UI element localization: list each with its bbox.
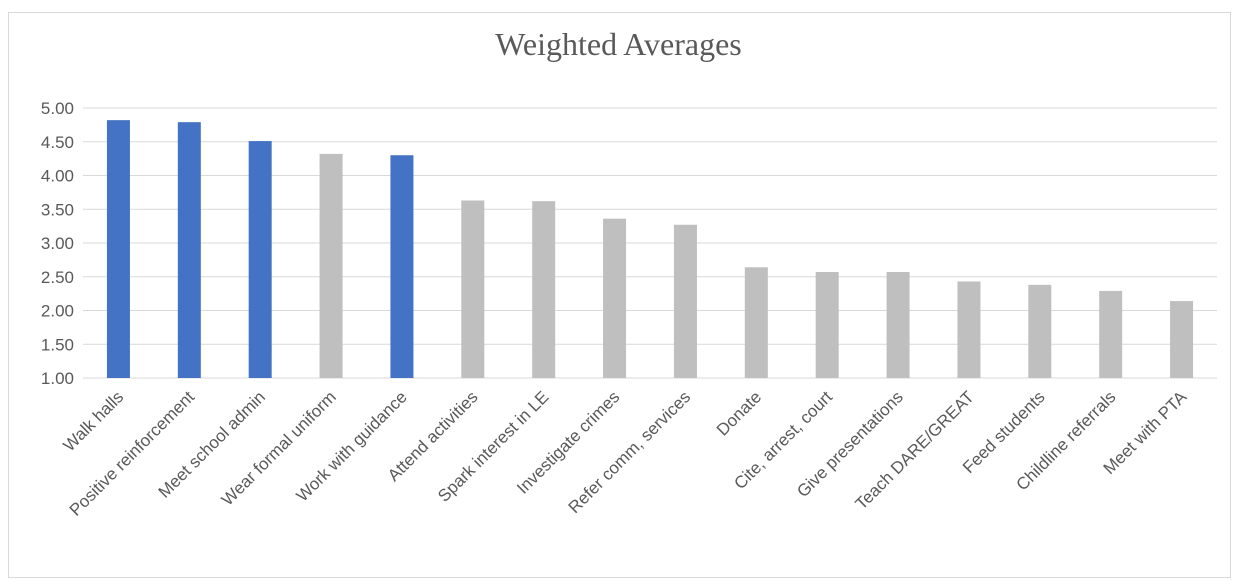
bar (248, 141, 272, 378)
bar (390, 155, 414, 378)
bar (744, 267, 768, 378)
bar (461, 200, 485, 378)
bar (673, 224, 697, 378)
x-tick-label: Refer comm, services (565, 387, 695, 517)
bar (1099, 290, 1123, 378)
y-tick-label: 2.00 (41, 302, 74, 321)
bar (319, 153, 343, 378)
bar (957, 281, 981, 378)
y-tick-label: 4.50 (41, 133, 74, 152)
x-tick-label: Teach DARE/GREAT (852, 387, 978, 513)
x-tick-label: Walk halls (59, 387, 127, 455)
bar (1170, 301, 1194, 378)
bar (815, 272, 839, 378)
y-tick-label: 3.00 (41, 234, 74, 253)
y-tick-label: 5.00 (41, 99, 74, 118)
y-tick-label: 1.00 (41, 369, 74, 388)
x-tick-label: Donate (713, 387, 765, 439)
chart-title: Weighted Averages (495, 26, 742, 62)
y-tick-label: 1.50 (41, 335, 74, 354)
y-tick-label: 3.50 (41, 200, 74, 219)
y-tick-label: 4.00 (41, 167, 74, 186)
bar (1028, 284, 1052, 378)
bar (603, 218, 627, 378)
y-tick-label: 2.50 (41, 268, 74, 287)
bar (532, 201, 556, 378)
bar (177, 122, 201, 378)
x-tick-label: Positive reinforcement (66, 387, 199, 520)
bar (886, 272, 910, 378)
bar (106, 120, 130, 379)
